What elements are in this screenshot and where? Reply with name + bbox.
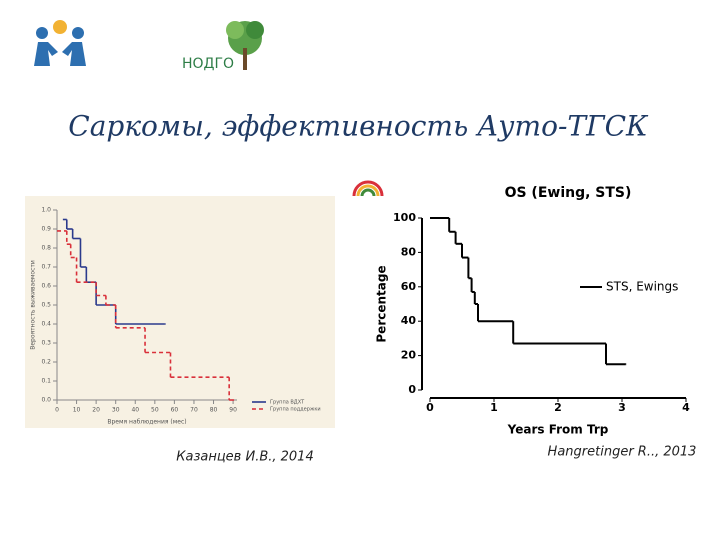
y-tick-label: 1.0 <box>41 207 51 214</box>
x-tick-label: 70 <box>190 407 198 414</box>
slide-title: Саркомы, эффективность Ауто-ТГСК <box>68 110 649 143</box>
caption: Hangretinger R.., 2013 <box>548 445 697 460</box>
y-axis-label: Вероятность выживаемости <box>30 260 37 350</box>
y-tick-label: 20 <box>401 349 417 362</box>
icon-rainbow <box>352 180 384 197</box>
y-tick-label: 0.3 <box>41 340 51 347</box>
x-tick-label: 0 <box>426 401 434 414</box>
y-tick-label: 0.0 <box>41 397 51 404</box>
y-axis-label: Percentage <box>375 265 389 342</box>
x-tick-label: 4 <box>682 401 690 414</box>
x-tick-label: 80 <box>210 407 218 414</box>
y-tick-label: 0.5 <box>41 302 51 309</box>
logo-children <box>34 20 86 66</box>
x-axis-label: Years From Trp <box>507 423 609 437</box>
x-tick-label: 40 <box>131 407 139 414</box>
x-tick-label: 50 <box>151 407 159 414</box>
x-tick-label: 30 <box>112 407 120 414</box>
x-tick-label: 90 <box>229 407 237 414</box>
x-tick-label: 10 <box>73 407 81 414</box>
x-tick-label: 20 <box>92 407 100 414</box>
y-tick-label: 0.4 <box>41 321 51 328</box>
y-tick-label: 80 <box>401 245 417 258</box>
y-tick-label: 60 <box>401 280 417 293</box>
legend-label: Группа поддержки <box>270 407 321 413</box>
x-tick-label: 1 <box>490 401 498 414</box>
y-tick-label: 0.2 <box>41 359 51 366</box>
y-tick-label: 0.6 <box>41 283 51 290</box>
y-tick-label: 0.1 <box>41 378 51 385</box>
y-tick-label: 0.7 <box>41 264 51 271</box>
caption: Казанцев И.В., 2014 <box>176 450 313 465</box>
y-tick-label: 100 <box>393 211 416 224</box>
logo-tree <box>226 21 264 70</box>
legend-label: STS, Ewings <box>606 280 678 294</box>
chart-title: OS (Ewing, STS) <box>505 185 632 201</box>
y-tick-label: 0 <box>408 383 416 396</box>
x-tick-label: 0 <box>55 407 59 414</box>
legend-label: Группа ВДХТ <box>270 400 305 406</box>
y-tick-label: 0.8 <box>41 245 51 252</box>
x-axis-label: Время наблюдения (мес) <box>107 419 186 426</box>
chart-panel <box>25 196 335 428</box>
x-tick-label: 3 <box>618 401 626 414</box>
y-tick-label: 40 <box>401 314 417 327</box>
y-tick-label: 0.9 <box>41 226 51 233</box>
x-tick-label: 2 <box>554 401 562 414</box>
charts: 0.00.10.20.30.40.50.60.70.80.91.00 10 20 30… <box>30 185 691 437</box>
logo-text: НОДГО <box>182 56 234 72</box>
x-tick-label: 60 <box>171 407 179 414</box>
